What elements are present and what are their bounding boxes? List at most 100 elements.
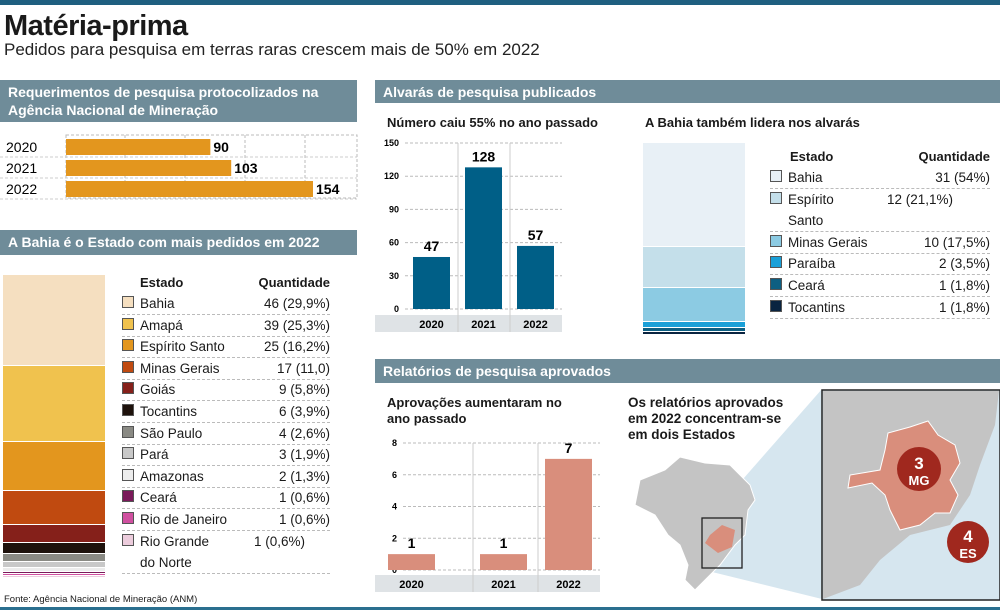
bar-2022 bbox=[66, 181, 313, 197]
segment-espírito-santo bbox=[643, 247, 745, 288]
marker-es-state: ES bbox=[959, 546, 977, 561]
segment-rio-de-janeiro bbox=[3, 574, 105, 577]
bar-2021 bbox=[480, 554, 527, 570]
legend-state: Tocantins bbox=[788, 299, 846, 315]
bar-2021 bbox=[66, 160, 232, 176]
bar-2022 bbox=[517, 245, 554, 309]
legend-header-estado: Estado bbox=[140, 275, 184, 290]
legend-swatch bbox=[770, 299, 782, 312]
bar-value: 47 bbox=[424, 238, 440, 254]
legend-row: Paraíba 2 (3,5%) bbox=[770, 253, 990, 276]
legend-quantity: 1 (0,6%) bbox=[278, 490, 330, 506]
legend-quantity: 2 (3,5%) bbox=[938, 256, 990, 272]
legend-state: Rio de Janeiro bbox=[140, 512, 228, 527]
legend-row: Pará 3 (1,9%) bbox=[122, 444, 330, 467]
legend-row: Ceará 1 (0,6%) bbox=[122, 487, 330, 510]
legend-swatch bbox=[122, 490, 134, 503]
legend-swatch bbox=[122, 339, 134, 352]
segment-pará bbox=[3, 562, 105, 569]
zoom-connector bbox=[708, 389, 822, 599]
section-header-alvaras: Alvarás de pesquisa publicados bbox=[375, 80, 1000, 103]
bar-2021 bbox=[465, 167, 502, 309]
bar-value: 103 bbox=[234, 160, 258, 176]
page-title: Matéria-prima bbox=[4, 10, 188, 42]
legend-quantity: 1 (0,6%) bbox=[278, 512, 330, 527]
legend-quantity: 4 (2,6%) bbox=[278, 425, 330, 441]
y-tick-label: 30 bbox=[389, 271, 399, 281]
legend-swatch bbox=[770, 278, 782, 290]
pedidos-stacked-bar bbox=[3, 275, 105, 578]
section-header-requerimentos: Requerimentos de pesquisa protocolizados… bbox=[0, 80, 357, 122]
legend-row: Tocantins 1 (1,8%) bbox=[770, 297, 990, 319]
legend-quantity: 2 (1,3%) bbox=[278, 468, 330, 484]
legend-row: Espírito Santo 25 (16,2%) bbox=[122, 336, 330, 359]
legend-quantity: 17 (11,0) bbox=[276, 360, 330, 376]
bar-value: 154 bbox=[316, 181, 340, 197]
legend-quantity: 46 (29,9%) bbox=[263, 296, 330, 311]
y-tick-label: 0 bbox=[394, 304, 399, 314]
legend-swatch bbox=[122, 447, 134, 460]
marker-mg-value: 3 bbox=[914, 454, 923, 473]
segment-minas-gerais bbox=[643, 287, 745, 322]
segment-ceará bbox=[643, 328, 745, 332]
requerimentos-bar-chart: 2020 90 2021 103 2022 154 bbox=[0, 134, 358, 200]
legend-quantity: 6 (3,9%) bbox=[278, 404, 330, 419]
legend-swatch bbox=[122, 425, 134, 438]
source-note: Fonte: Agência Nacional de Mineração (AN… bbox=[4, 594, 198, 605]
legend-state: Paraíba bbox=[788, 256, 836, 272]
legend-state: Bahia bbox=[140, 296, 175, 311]
legend-quantity: 1 (1,8%) bbox=[938, 299, 990, 315]
x-tick-label: 2021 bbox=[491, 579, 515, 591]
legend-swatch bbox=[122, 512, 134, 524]
legend-row: Minas Gerais 10 (17,5%) bbox=[770, 232, 990, 254]
segment-espírito-santo bbox=[3, 442, 105, 492]
bottom-rule bbox=[0, 607, 1000, 610]
marker-mg-state: MG bbox=[909, 473, 930, 488]
bar-value: 1 bbox=[408, 535, 416, 551]
category-label: 2022 bbox=[6, 181, 37, 197]
segment-bahia bbox=[643, 143, 745, 248]
x-axis-band bbox=[375, 575, 600, 592]
legend2-header-estado: Estado bbox=[790, 149, 834, 164]
legend-state: Pará bbox=[140, 447, 169, 463]
legend-swatch bbox=[770, 170, 782, 182]
legend-state: Espírito Santo bbox=[788, 191, 834, 228]
legend-swatch bbox=[122, 317, 134, 330]
segment-amazonas bbox=[3, 568, 105, 573]
bar-value: 1 bbox=[500, 535, 508, 551]
legend-state: Amazonas bbox=[140, 468, 204, 484]
legend-state: Tocantins bbox=[140, 404, 198, 419]
alvaras-stack-title: A Bahia também lidera nos alvarás bbox=[645, 115, 860, 130]
alvaras-stacked-bar bbox=[643, 143, 745, 335]
bar-2022 bbox=[545, 458, 592, 570]
legend-state: São Paulo bbox=[140, 425, 203, 441]
alvaras-column-chart: 0 30 60 90 120 150 47 2020 128 2021 57 2022 bbox=[375, 138, 562, 332]
legend-row: São Paulo 4 (2,6%) bbox=[122, 423, 330, 445]
segment-tocantins bbox=[643, 331, 745, 335]
brazil-map: 3 MG 4 ES bbox=[634, 389, 1000, 601]
legend-swatch bbox=[122, 296, 134, 308]
bar-value: 128 bbox=[472, 148, 496, 164]
legend-quantity: 31 (54%) bbox=[935, 170, 990, 185]
x-tick-label: 2020 bbox=[419, 319, 443, 331]
legend-row: Rio de Janeiro 1 (0,6%) bbox=[122, 509, 330, 531]
legend-quantity: 1 (0,6%) bbox=[253, 533, 305, 549]
segment-rio-grande-do-norte bbox=[3, 576, 105, 578]
x-tick-label: 2022 bbox=[556, 579, 580, 591]
legend-row: Ceará 1 (1,8%) bbox=[770, 275, 990, 297]
bar-value: 7 bbox=[565, 440, 573, 456]
top-rule bbox=[0, 0, 1000, 5]
y-tick-label: 2 bbox=[392, 533, 397, 543]
segment-são-paulo bbox=[3, 554, 105, 563]
y-tick-label: 4 bbox=[392, 502, 397, 512]
legend-state: Minas Gerais bbox=[788, 234, 868, 250]
map-title: Os relatórios aprovados em 2022 concentr… bbox=[628, 395, 784, 442]
legend-state: Amapá bbox=[140, 317, 183, 333]
legend-quantity: 25 (16,2%) bbox=[263, 339, 330, 355]
legend-swatch bbox=[122, 382, 134, 395]
legend-row: Minas Gerais 17 (11,0) bbox=[122, 358, 330, 380]
segment-minas-gerais bbox=[3, 491, 105, 525]
legend-quantity: 10 (17,5%) bbox=[923, 234, 990, 250]
legend-row: Bahia 46 (29,9%) bbox=[122, 293, 330, 315]
legend-state: Goiás bbox=[140, 382, 176, 398]
